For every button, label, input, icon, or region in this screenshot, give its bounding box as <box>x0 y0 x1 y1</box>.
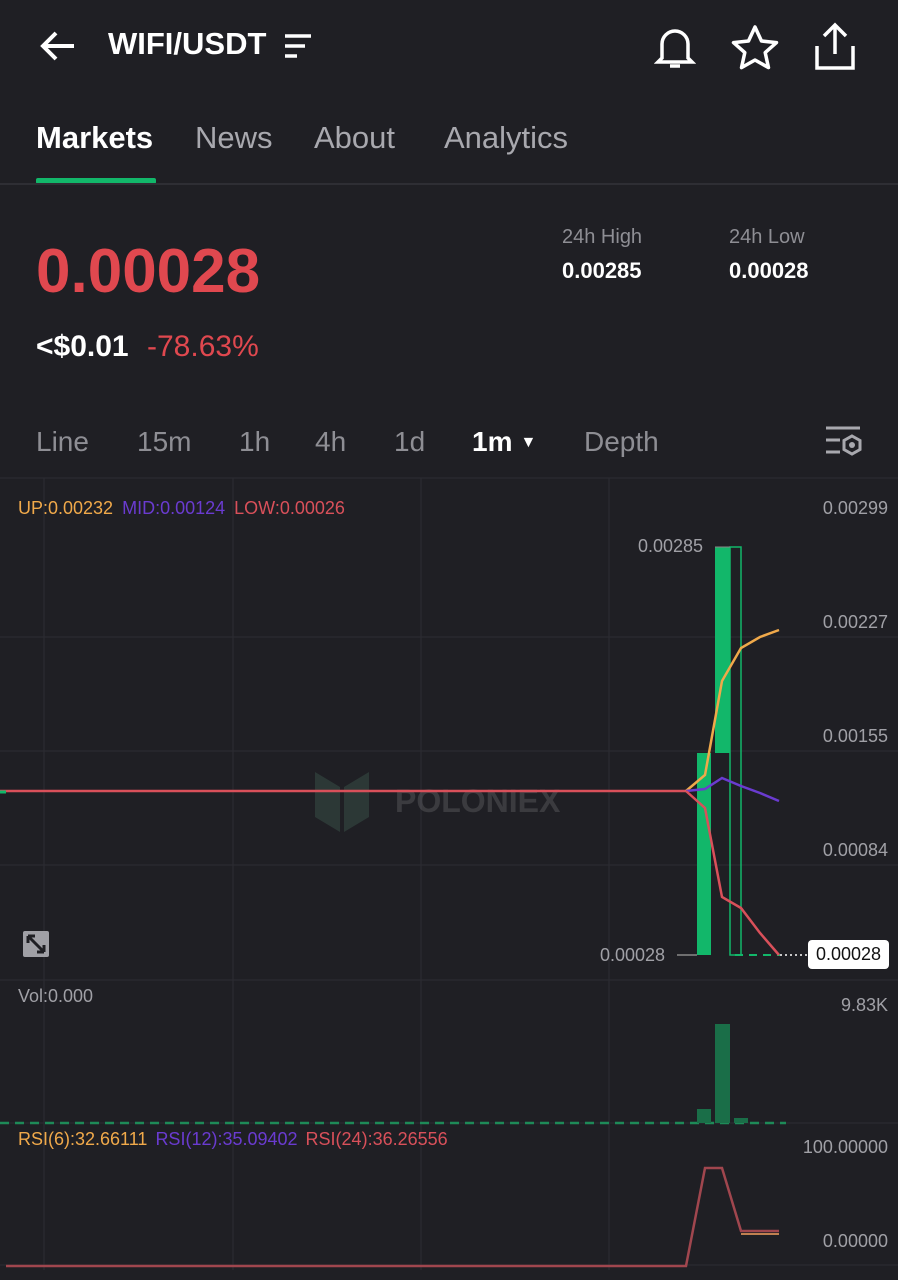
price-axis-label: 0.00227 <box>822 612 888 632</box>
interval-1m-label: 1m <box>472 426 513 457</box>
low-marker: 0.00028 <box>600 945 666 965</box>
favorite-button[interactable] <box>730 24 780 77</box>
volume-axis-label: 9.83K <box>840 995 888 1015</box>
current-price-tag: 0.00028 <box>808 940 890 969</box>
expand-icon <box>23 931 49 957</box>
interval-1h[interactable]: 1h <box>239 426 271 457</box>
volume-bar <box>734 1118 748 1123</box>
usd-price: <$0.01 <box>36 330 129 363</box>
rsi-line <box>6 1166 779 1268</box>
boll-mid-value: MID:0.00124 <box>122 498 226 518</box>
volume-bar <box>697 1109 711 1123</box>
last-price: 0.00028 <box>36 237 261 306</box>
boll-legend: UP:0.00232 MID:0.00124 LOW:0.00026 <box>18 498 345 519</box>
tab-news[interactable]: News <box>195 120 273 155</box>
indicator-settings-icon <box>826 426 862 456</box>
interval-1m[interactable]: 1m ▼ <box>472 426 536 458</box>
star-icon <box>731 25 779 70</box>
interval-line[interactable]: Line <box>36 426 89 457</box>
low-label: 24h Low <box>729 226 805 248</box>
interval-4h[interactable]: 4h <box>315 426 347 457</box>
interval-1d[interactable]: 1d <box>394 426 426 457</box>
tab-about[interactable]: About <box>314 120 396 155</box>
tab-markets[interactable]: Markets <box>36 120 154 155</box>
high-value: 0.00285 <box>562 258 642 283</box>
price-change: -78.63% <box>147 330 259 363</box>
price-axis-label: 0.00155 <box>822 726 888 746</box>
rsi-axis-label: 100.00000 <box>802 1137 888 1157</box>
price-axis-label: 0.00299 <box>822 498 888 518</box>
rsi-legend: RSI(6):32.66111 RSI(12):35.09402 RSI(24)… <box>18 1129 448 1150</box>
rsi12-value: RSI(12):35.09402 <box>155 1129 298 1149</box>
poloniex-watermark-logo <box>315 772 369 832</box>
boll-mid-line <box>685 776 780 803</box>
caret-down-icon: ▼ <box>520 434 537 451</box>
pair-title[interactable]: WIFI/USDT <box>108 26 267 61</box>
interval-depth[interactable]: Depth <box>584 426 659 457</box>
tab-analytics[interactable]: Analytics <box>444 120 569 155</box>
boll-low-line <box>685 790 780 956</box>
share-icon <box>815 22 855 70</box>
share-button[interactable] <box>812 22 858 77</box>
volume-bar <box>715 1024 730 1123</box>
interval-15m[interactable]: 15m <box>137 426 192 457</box>
volume-label: Vol:0.000 <box>18 986 94 1006</box>
boll-low-value: LOW:0.00026 <box>234 498 345 518</box>
candle[interactable] <box>697 753 711 955</box>
watermark-text: POLONIEX <box>395 783 561 819</box>
pair-menu-button[interactable] <box>283 32 313 65</box>
high-marker: 0.00285 <box>638 536 704 556</box>
rsi6-value: RSI(6):32.66111 <box>18 1129 148 1149</box>
high-label: 24h High <box>562 226 643 248</box>
candle[interactable] <box>715 547 730 753</box>
low-value: 0.00028 <box>729 258 809 283</box>
back-arrow-icon <box>40 31 74 61</box>
price-axis-label: 0.00084 <box>822 840 888 860</box>
back-button[interactable] <box>38 28 78 64</box>
divider <box>0 183 898 185</box>
menu-lines-icon <box>285 34 311 58</box>
chart-settings-button[interactable] <box>824 424 864 465</box>
alert-button[interactable] <box>653 24 697 75</box>
bell-icon <box>653 29 697 68</box>
boll-up-value: UP:0.00232 <box>18 498 114 518</box>
boll-up-line <box>685 628 780 792</box>
rsi24-value: RSI(24):36.26556 <box>305 1129 448 1149</box>
fullscreen-button[interactable] <box>22 930 50 963</box>
active-tab-indicator <box>36 178 156 184</box>
rsi-axis-label: 0.00000 <box>822 1231 888 1251</box>
